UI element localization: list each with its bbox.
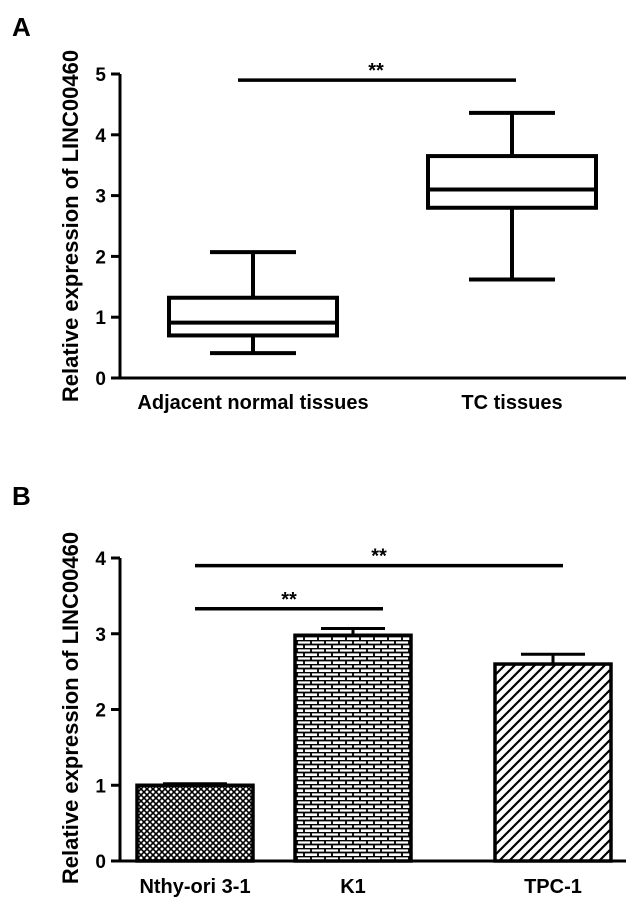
y-axis-label-a: Relative expression of LINC00460 — [58, 50, 83, 402]
x-category-label-b: K1 — [340, 876, 366, 898]
x-category-label-a: TC tissues — [461, 392, 562, 414]
y-tick-label-a: 5 — [95, 65, 106, 86]
x-category-label-a: Adjacent normal tissues — [137, 392, 368, 414]
y-tick-label-a: 4 — [95, 126, 106, 147]
y-tick-label-b: 4 — [95, 549, 106, 570]
y-tick-label-a: 1 — [95, 308, 106, 329]
panel-letter-b: B — [12, 481, 31, 511]
box-iqr — [167, 295, 339, 338]
y-axis-label-b: Relative expression of LINC00460 — [58, 532, 83, 884]
panel-letter-a: A — [12, 12, 31, 42]
bar — [135, 783, 255, 863]
y-tick-label-b: 1 — [95, 776, 106, 797]
box-iqr — [426, 154, 598, 210]
significance-label-b: ** — [371, 546, 387, 568]
y-tick-label-a: 0 — [95, 369, 106, 390]
x-category-label-b: Nthy-ori 3-1 — [139, 876, 250, 898]
y-tick-label-b: 2 — [95, 701, 106, 722]
bar — [493, 662, 613, 863]
panel-a-box-plot: Relative expression of LINC00460 0 1 2 3 4 5 A… — [58, 50, 626, 414]
panel-b-bar-chart: Relative expression of LINC00460 0 1 2 3 4 Nt… — [58, 532, 626, 898]
x-category-label-b: TPC-1 — [524, 876, 582, 898]
y-tick-label-a: 2 — [95, 247, 106, 268]
bar — [293, 633, 413, 863]
y-tick-label-a: 3 — [95, 187, 106, 208]
significance-label-a: ** — [368, 60, 384, 82]
significance-label-b: ** — [281, 589, 297, 611]
y-tick-label-b: 3 — [95, 625, 106, 646]
y-tick-label-b: 0 — [95, 852, 106, 873]
